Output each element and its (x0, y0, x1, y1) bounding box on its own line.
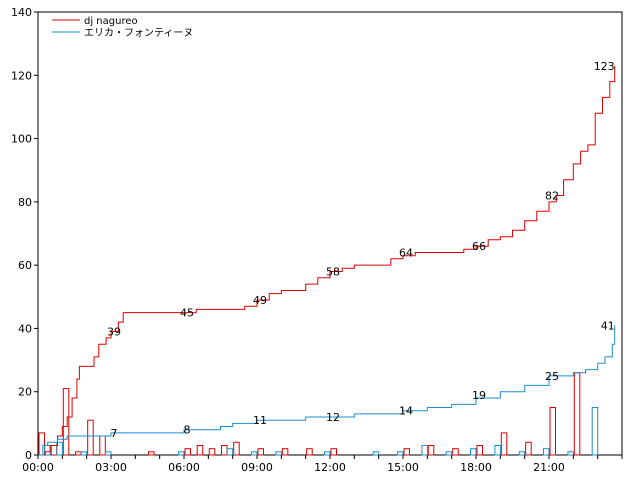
hourly-bar-series-1 (105, 451, 112, 456)
hourly-bar-series-1 (178, 451, 185, 456)
hourly-bar-series-0 (87, 419, 94, 456)
cumulative-line-series-0 (38, 65, 616, 456)
hourly-bar-series-1 (324, 451, 331, 456)
hourly-bar-series-0 (403, 448, 410, 456)
hourly-bar-series-0 (476, 445, 483, 456)
hourly-bar-series-1 (275, 451, 282, 456)
hourly-bar-series-1 (518, 451, 526, 456)
legend-label-series-1: エリカ・フォンティーヌ (84, 27, 193, 39)
x-tick-label: 03:00 (95, 461, 127, 474)
hourly-bar-series-0 (257, 448, 264, 456)
point-labels: 39 45 49 58 64 66 82 123 7 8 11 12 14 19 25 41 (107, 60, 615, 440)
x-tick-label: 06:00 (168, 461, 200, 474)
hourly-bar-series-1 (591, 407, 599, 456)
x-tick-label: 18:00 (460, 461, 492, 474)
hourly-bar-series-0 (62, 388, 70, 456)
y-tick-label: 80 (18, 196, 32, 209)
cumulative-lines (38, 65, 616, 456)
point-label: 14 (399, 405, 413, 418)
point-label: 82 (545, 190, 559, 203)
hourly-bar-series-1 (567, 451, 574, 456)
hourly-bar-series-0 (549, 407, 556, 456)
y-tick-label: 20 (18, 386, 32, 399)
cumulative-line-series-1 (38, 325, 616, 456)
plot-frame (37, 11, 623, 456)
legend: dj nagureo エリカ・フォンティーヌ (52, 16, 193, 39)
point-label: 66 (472, 240, 486, 253)
y-tick-label: 100 (11, 133, 32, 146)
point-label: 12 (326, 411, 340, 424)
hourly-bar-series-1 (470, 448, 477, 456)
hourly-bar-series-0 (525, 441, 532, 456)
hourly-bar-series-1 (421, 445, 428, 456)
hourly-bar-series-1 (543, 448, 550, 456)
hourly-bar-series-1 (80, 451, 88, 456)
legend-label-series-0: dj nagureo (84, 16, 138, 27)
point-label: 64 (399, 247, 413, 260)
hourly-bar-series-0 (208, 448, 216, 456)
point-label: 7 (111, 427, 118, 440)
hourly-bar-series-0 (306, 448, 313, 456)
point-label: 39 (107, 326, 121, 339)
y-tick-label: 120 (11, 69, 32, 82)
hourly-bar-series-0 (427, 445, 435, 456)
x-tick-label: 12:00 (314, 461, 346, 474)
hourly-bar-series-0 (196, 445, 204, 456)
hourly-bar-series-1 (372, 451, 380, 456)
x-tick-label: 00:00 (22, 461, 54, 474)
hourly-bar-series-0 (281, 448, 289, 456)
x-tick-label: 09:00 (241, 461, 273, 474)
point-label: 58 (326, 266, 340, 279)
point-label: 25 (545, 370, 559, 383)
hourly-bar-series-1 (56, 441, 63, 456)
hourly-bar-series-0 (233, 441, 240, 456)
point-label: 11 (253, 414, 267, 427)
hourly-bar-series-0 (452, 448, 459, 456)
hourly-bars (38, 372, 599, 456)
hourly-bar-series-1 (226, 448, 234, 456)
hourly-bar-series-1 (445, 451, 453, 456)
point-label: 8 (184, 424, 191, 437)
y-tick-label: 60 (18, 259, 32, 272)
hourly-bar-series-1 (251, 451, 258, 456)
point-label: 123 (594, 60, 615, 73)
point-label: 41 (601, 319, 615, 332)
point-label: 49 (253, 294, 267, 307)
y-tick-label: 40 (18, 322, 32, 335)
hourly-bar-series-1 (494, 445, 501, 456)
hourly-bar-series-0 (500, 432, 508, 456)
x-tick-label: 21:00 (533, 461, 565, 474)
hourly-bar-series-1 (397, 451, 404, 456)
point-label: 45 (180, 307, 194, 320)
plot-area (37, 11, 623, 456)
point-label: 19 (472, 389, 486, 402)
hourly-bar-series-0 (148, 451, 155, 456)
axes: 0 20 40 60 80 100 120 140 00:00 03:00 06:00 09:00 12… (11, 6, 623, 474)
x-tick-label: 15:00 (387, 461, 419, 474)
y-tick-label: 140 (11, 6, 32, 19)
y-tick-label: 0 (25, 449, 32, 462)
hourly-bar-series-0 (184, 448, 191, 456)
hourly-bar-series-0 (330, 448, 337, 456)
